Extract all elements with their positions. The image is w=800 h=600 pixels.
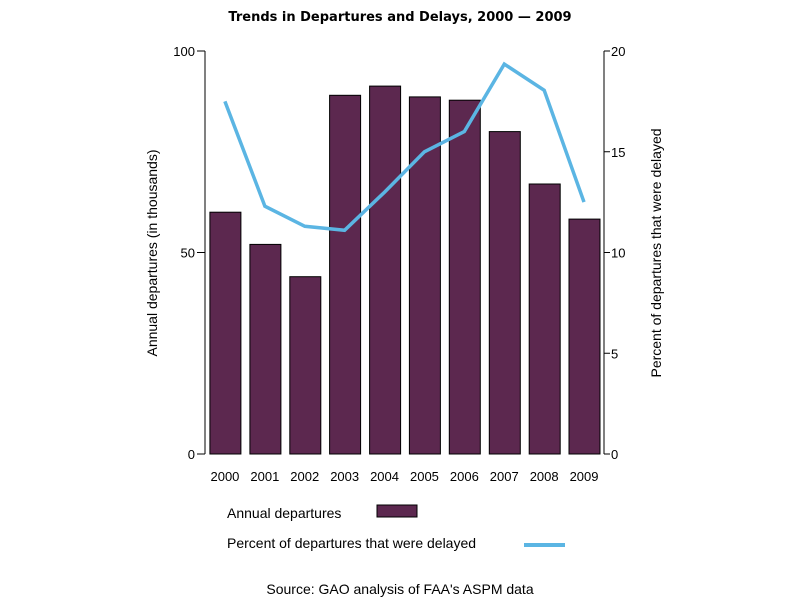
x-tick-label: 2003: [330, 469, 359, 484]
right-tick-label: 0: [611, 447, 618, 462]
line-series: [223, 61, 586, 233]
bar-series: [209, 85, 601, 455]
right-tick-label: 5: [611, 346, 618, 361]
x-tick-labels: 2000 2001 2002 2003 2004 2005 2006 2007 2008 2009: [210, 469, 598, 484]
left-tick-label: 50: [181, 246, 195, 261]
bar-2006: [448, 99, 481, 455]
bar-2003: [329, 94, 362, 455]
x-tick-label: 2001: [250, 469, 279, 484]
bar-2000: [209, 211, 242, 455]
right-axis-label: Percent of departures that were delayed: [648, 128, 664, 377]
bar-2002: [289, 276, 322, 455]
x-tick-label: 2004: [370, 469, 399, 484]
legend-label-departures: Annual departures: [227, 505, 341, 521]
left-y-ticks: 0 50 100: [173, 44, 205, 462]
bar-2005: [408, 96, 441, 455]
right-tick-label: 15: [611, 145, 625, 160]
left-tick-label: 100: [173, 44, 195, 59]
right-y-ticks: 0 5 10 15 20: [604, 44, 625, 462]
legend-swatch-departures: [376, 504, 418, 518]
x-tick-label: 2007: [490, 469, 519, 484]
x-tick-label: 2005: [410, 469, 439, 484]
right-tick-label: 10: [611, 246, 625, 261]
x-tick-label: 2008: [530, 469, 559, 484]
bar-2004: [369, 85, 402, 455]
bar-2008: [528, 183, 561, 455]
left-tick-label: 0: [188, 447, 195, 462]
bar-2009: [568, 218, 601, 455]
chart-title: Trends in Departures and Delays, 2000 — …: [228, 10, 571, 25]
x-tick-label: 2002: [290, 469, 319, 484]
delay-percent-line: [223, 61, 586, 233]
left-axis-label: Annual departures (in thousands): [144, 149, 160, 356]
legend-label-delayed: Percent of departures that were delayed: [227, 535, 476, 551]
x-tick-label: 2006: [450, 469, 479, 484]
x-tick-label: 2009: [570, 469, 599, 484]
right-tick-label: 20: [611, 44, 625, 59]
bar-2001: [249, 243, 282, 455]
legend: Annual departures Percent of departures …: [227, 504, 565, 551]
x-tick-label: 2000: [210, 469, 239, 484]
source-note: Source: GAO analysis of FAA's ASPM data: [266, 581, 533, 597]
bar-2007: [488, 131, 521, 455]
